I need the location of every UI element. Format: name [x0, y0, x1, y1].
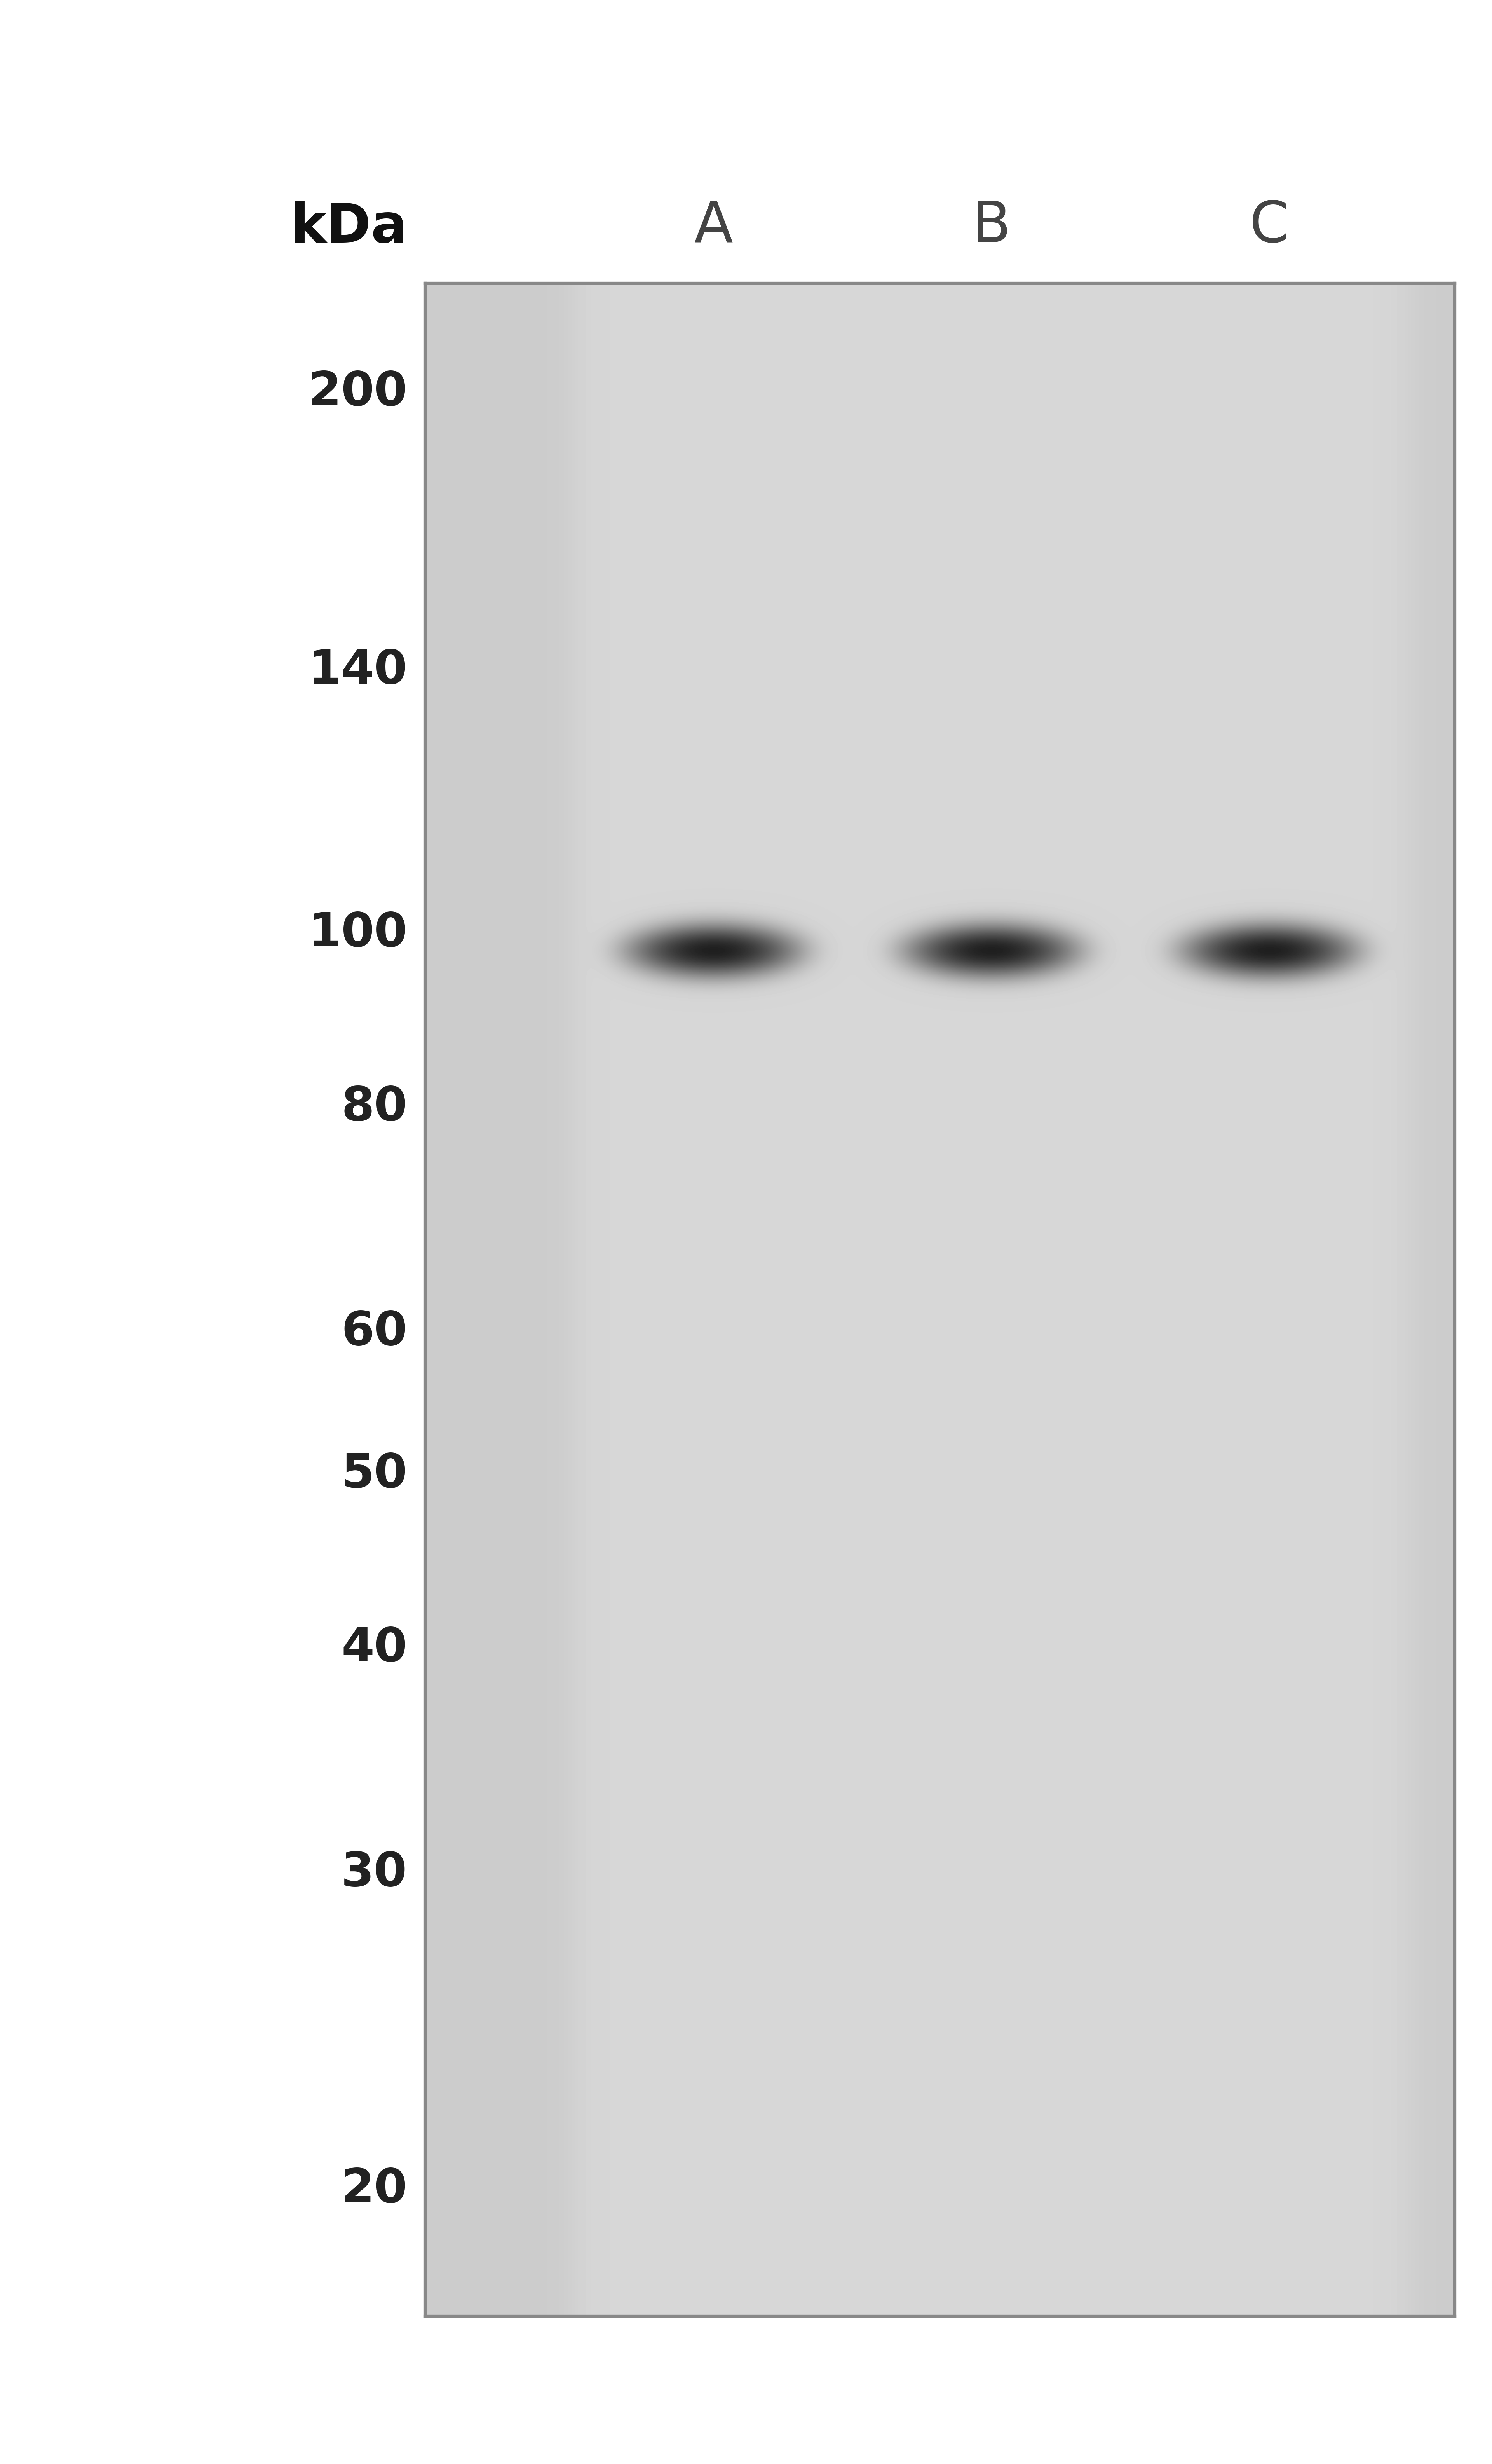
Text: 50: 50 — [342, 1451, 407, 1498]
Text: 60: 60 — [342, 1308, 407, 1355]
Text: B: B — [971, 200, 1012, 254]
Text: C: C — [1250, 200, 1289, 254]
Text: A: A — [694, 200, 733, 254]
Text: 140: 140 — [309, 648, 407, 692]
Text: 30: 30 — [342, 1850, 407, 1895]
Text: 20: 20 — [342, 2166, 407, 2213]
Text: 40: 40 — [342, 1626, 407, 1671]
Text: 200: 200 — [309, 370, 407, 414]
Text: 100: 100 — [307, 912, 407, 956]
Text: kDa: kDa — [291, 202, 407, 254]
Text: 80: 80 — [342, 1084, 407, 1131]
